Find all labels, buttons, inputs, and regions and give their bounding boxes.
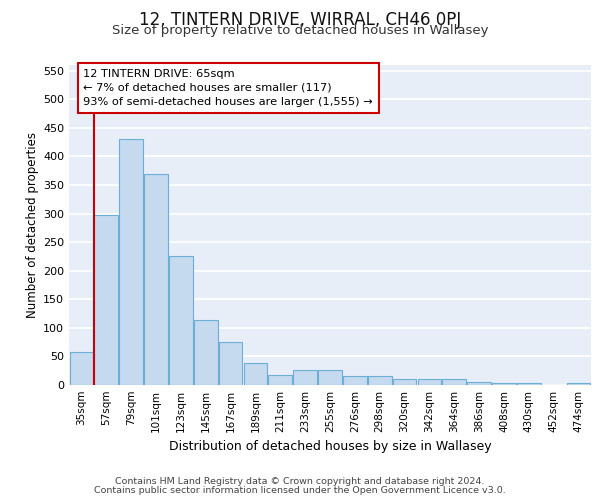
Bar: [318, 370, 342, 385]
Bar: [467, 382, 491, 385]
Bar: [169, 256, 193, 385]
Text: Contains public sector information licensed under the Open Government Licence v3: Contains public sector information licen…: [94, 486, 506, 495]
X-axis label: Distribution of detached houses by size in Wallasey: Distribution of detached houses by size …: [169, 440, 491, 454]
Bar: [244, 364, 267, 385]
Bar: [219, 342, 242, 385]
Bar: [268, 376, 292, 385]
Bar: [70, 352, 93, 385]
Bar: [119, 140, 143, 385]
Text: Contains HM Land Registry data © Crown copyright and database right 2024.: Contains HM Land Registry data © Crown c…: [115, 477, 485, 486]
Y-axis label: Number of detached properties: Number of detached properties: [26, 132, 39, 318]
Bar: [418, 380, 441, 385]
Text: 12, TINTERN DRIVE, WIRRAL, CH46 0PJ: 12, TINTERN DRIVE, WIRRAL, CH46 0PJ: [139, 11, 461, 29]
Bar: [194, 320, 218, 385]
Bar: [393, 380, 416, 385]
Bar: [144, 174, 168, 385]
Text: 12 TINTERN DRIVE: 65sqm
← 7% of detached houses are smaller (117)
93% of semi-de: 12 TINTERN DRIVE: 65sqm ← 7% of detached…: [83, 69, 373, 107]
Bar: [94, 216, 118, 385]
Bar: [343, 376, 367, 385]
Bar: [293, 370, 317, 385]
Bar: [442, 380, 466, 385]
Bar: [492, 382, 516, 385]
Bar: [567, 382, 590, 385]
Bar: [517, 382, 541, 385]
Bar: [368, 376, 392, 385]
Text: Size of property relative to detached houses in Wallasey: Size of property relative to detached ho…: [112, 24, 488, 37]
